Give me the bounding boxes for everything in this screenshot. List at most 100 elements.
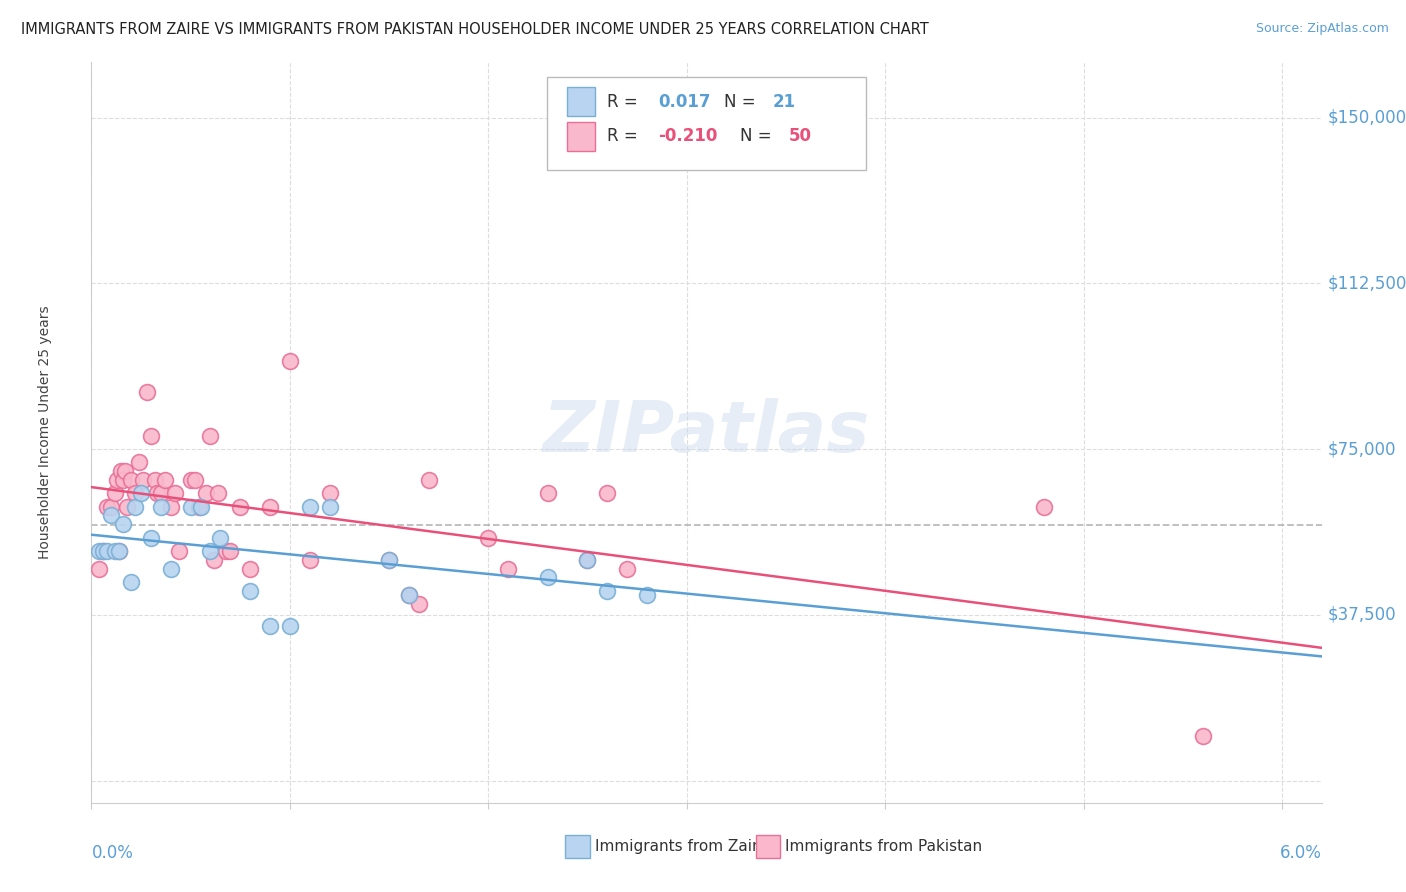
Point — [120, 473, 142, 487]
Point — [537, 486, 560, 500]
Text: Immigrants from Zaire: Immigrants from Zaire — [595, 839, 768, 854]
Point — [576, 552, 599, 566]
Text: R =: R = — [607, 128, 643, 145]
Text: 0.0%: 0.0% — [91, 844, 134, 862]
Point — [636, 588, 658, 602]
Point — [112, 517, 135, 532]
Point — [298, 500, 321, 514]
FancyBboxPatch shape — [547, 78, 866, 169]
Point — [124, 486, 146, 500]
Point — [202, 552, 225, 566]
Point — [149, 500, 172, 514]
Point — [616, 561, 638, 575]
FancyBboxPatch shape — [568, 121, 595, 152]
Point — [259, 500, 281, 514]
Text: N =: N = — [740, 128, 776, 145]
Point — [104, 544, 127, 558]
Point — [100, 508, 122, 523]
Point — [105, 473, 128, 487]
Point — [215, 544, 238, 558]
Point — [96, 500, 118, 514]
Point — [398, 588, 420, 602]
Point — [229, 500, 252, 514]
Point — [183, 473, 205, 487]
Point — [278, 353, 301, 368]
Point — [143, 473, 166, 487]
Point — [132, 473, 155, 487]
Point — [596, 486, 619, 500]
Point — [576, 552, 599, 566]
Point — [378, 552, 401, 566]
Point — [108, 544, 131, 558]
Text: ZIPatlas: ZIPatlas — [543, 398, 870, 467]
Text: R =: R = — [607, 93, 643, 111]
Point — [114, 464, 136, 478]
Point — [110, 464, 132, 478]
Point — [136, 384, 159, 399]
Point — [115, 500, 138, 514]
Point — [180, 500, 202, 514]
Point — [596, 583, 619, 598]
Point — [378, 552, 401, 566]
Text: IMMIGRANTS FROM ZAIRE VS IMMIGRANTS FROM PAKISTAN HOUSEHOLDER INCOME UNDER 25 YE: IMMIGRANTS FROM ZAIRE VS IMMIGRANTS FROM… — [21, 22, 929, 37]
Point — [139, 429, 162, 443]
Point — [159, 561, 181, 575]
Text: Source: ZipAtlas.com: Source: ZipAtlas.com — [1256, 22, 1389, 36]
Text: -0.210: -0.210 — [658, 128, 718, 145]
Point — [108, 544, 131, 558]
Text: N =: N = — [724, 93, 761, 111]
Text: 6.0%: 6.0% — [1279, 844, 1322, 862]
Point — [200, 544, 222, 558]
Point — [167, 544, 190, 558]
FancyBboxPatch shape — [568, 87, 595, 117]
Point — [146, 486, 169, 500]
Point — [104, 486, 127, 500]
Point — [259, 619, 281, 633]
Text: $75,000: $75,000 — [1327, 440, 1396, 458]
Point — [418, 473, 440, 487]
Point — [163, 486, 186, 500]
Point — [195, 486, 218, 500]
Point — [1191, 730, 1213, 744]
Text: 0.017: 0.017 — [658, 93, 711, 111]
Text: Immigrants from Pakistan: Immigrants from Pakistan — [785, 839, 983, 854]
FancyBboxPatch shape — [565, 836, 589, 857]
Point — [190, 500, 212, 514]
Text: 21: 21 — [773, 93, 796, 111]
Text: $112,500: $112,500 — [1327, 275, 1406, 293]
Text: Householder Income Under 25 years: Householder Income Under 25 years — [38, 306, 52, 559]
Point — [318, 486, 340, 500]
Point — [139, 531, 162, 545]
FancyBboxPatch shape — [756, 836, 780, 857]
Point — [408, 597, 430, 611]
Point — [318, 500, 340, 514]
Point — [239, 583, 262, 598]
Point — [153, 473, 176, 487]
Point — [128, 455, 150, 469]
Text: $150,000: $150,000 — [1327, 109, 1406, 127]
Point — [207, 486, 229, 500]
Point — [89, 561, 111, 575]
Text: 50: 50 — [789, 128, 811, 145]
Point — [477, 531, 499, 545]
Point — [496, 561, 519, 575]
Point — [149, 486, 172, 500]
Point — [159, 500, 181, 514]
Point — [96, 544, 118, 558]
Point — [398, 588, 420, 602]
Point — [91, 544, 114, 558]
Point — [298, 552, 321, 566]
Point — [187, 500, 209, 514]
Point — [120, 574, 142, 589]
Point — [200, 429, 222, 443]
Text: $37,500: $37,500 — [1327, 606, 1396, 624]
Point — [129, 486, 152, 500]
Point — [89, 544, 111, 558]
Point — [100, 500, 122, 514]
Point — [91, 544, 114, 558]
Point — [278, 619, 301, 633]
Point — [180, 473, 202, 487]
Point — [209, 531, 232, 545]
Point — [124, 500, 146, 514]
Point — [1032, 500, 1054, 514]
